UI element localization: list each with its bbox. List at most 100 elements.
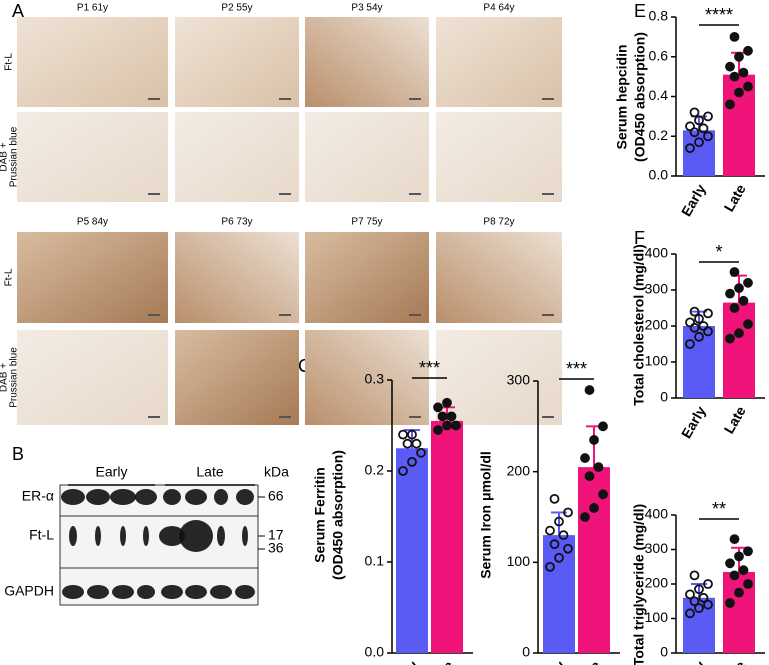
y-axis-label: Serum Iron μmol/dl: [478, 451, 494, 579]
data-point: [685, 121, 695, 132]
data-point: [689, 306, 700, 317]
data-point: [734, 551, 744, 562]
data-point: [563, 507, 573, 518]
data-point: [725, 61, 735, 72]
data-point: [694, 331, 704, 342]
band: [120, 526, 126, 546]
data-point: [738, 67, 749, 78]
band: [87, 585, 109, 599]
y-tick-label: 0.4: [649, 87, 669, 103]
data-point: [725, 99, 735, 110]
data-point: [734, 587, 744, 598]
data-point: [725, 558, 735, 569]
y-axis-label: Total cholesterol (mg/dl): [631, 244, 647, 406]
data-point: [738, 565, 749, 576]
data-point: [698, 123, 709, 134]
data-point: [703, 599, 713, 610]
row-label: DAB +: [0, 363, 10, 392]
data-point: [442, 397, 452, 408]
band: [179, 520, 213, 552]
band: [161, 585, 183, 599]
data-point: [580, 453, 590, 463]
micrograph-title: P6 73y: [221, 217, 252, 228]
data-point: [703, 308, 713, 319]
micrograph: [305, 330, 429, 425]
y-tick-label: 0.0: [365, 644, 385, 660]
data-point: [545, 561, 555, 572]
data-point: [734, 51, 744, 62]
micrograph: [17, 17, 168, 107]
band: [95, 526, 101, 546]
data-point: [685, 608, 695, 619]
data-point: [729, 267, 740, 277]
data-point: [584, 385, 595, 395]
data-point: [398, 429, 408, 440]
y-tick-label: 0.1: [365, 553, 385, 569]
band: [86, 489, 110, 505]
data-point: [729, 31, 740, 42]
data-point: [734, 283, 744, 294]
data-point: [589, 435, 599, 445]
data-point: [685, 589, 695, 600]
lane-group: Late: [196, 464, 223, 480]
panel-label: F: [634, 228, 645, 248]
band: [110, 489, 136, 505]
band: [214, 489, 228, 505]
y-tick-label: 0.2: [649, 127, 669, 143]
row-label: Ft-L: [4, 53, 15, 71]
y-tick-label: 0: [660, 389, 668, 405]
data-point: [725, 333, 735, 344]
micrograph-title: P1 61y: [77, 3, 108, 14]
micrograph: [436, 112, 562, 202]
y-axis-label: (OD450 absorption): [330, 450, 346, 580]
significance: ***: [566, 359, 587, 379]
data-point: [416, 447, 426, 458]
micrograph: [305, 232, 429, 323]
x-tick-label: Early: [678, 181, 709, 219]
scale-bar: [148, 193, 160, 195]
data-point: [689, 596, 700, 607]
data-point: [729, 303, 740, 313]
y-axis-label: Serum Ferritin: [312, 467, 328, 563]
data-point: [743, 45, 753, 56]
y-tick-label: 300: [645, 540, 669, 556]
data-point: [703, 111, 713, 122]
band-label: GAPDH: [4, 583, 54, 599]
data-point: [729, 71, 740, 82]
data-point: [743, 277, 753, 288]
micrograph: [17, 330, 168, 425]
y-tick-label: 200: [645, 317, 669, 333]
scale-bar: [542, 416, 554, 418]
y-axis-label: Serum hepcidin: [614, 44, 630, 149]
x-tick-label: Late: [721, 658, 749, 665]
data-point: [698, 321, 709, 331]
row-label: Prussian blue: [9, 126, 20, 187]
data-point: [734, 87, 744, 98]
data-point: [411, 438, 422, 449]
micrograph: [175, 112, 299, 202]
significance: **: [712, 499, 726, 519]
y-tick-label: 300: [645, 281, 669, 297]
data-point: [685, 143, 695, 154]
blot: [59, 484, 259, 606]
y-tick-label: 0: [522, 644, 530, 660]
data-point: [549, 539, 560, 550]
bar: [396, 448, 428, 653]
data-point: [703, 131, 713, 142]
significance: ***: [419, 358, 440, 378]
data-point: [725, 288, 735, 299]
micrograph-title: P7 75y: [351, 217, 382, 228]
band: [210, 585, 232, 599]
scale-bar: [542, 193, 554, 195]
micrograph: [436, 330, 562, 425]
y-tick-label: 0.2: [365, 462, 385, 478]
significance: *: [715, 242, 722, 262]
data-point: [598, 421, 608, 432]
scale-bar: [409, 193, 421, 195]
data-point: [738, 295, 749, 306]
data-point: [446, 411, 457, 422]
data-point: [558, 530, 569, 541]
data-point: [685, 339, 695, 349]
scale-bar: [409, 98, 421, 100]
